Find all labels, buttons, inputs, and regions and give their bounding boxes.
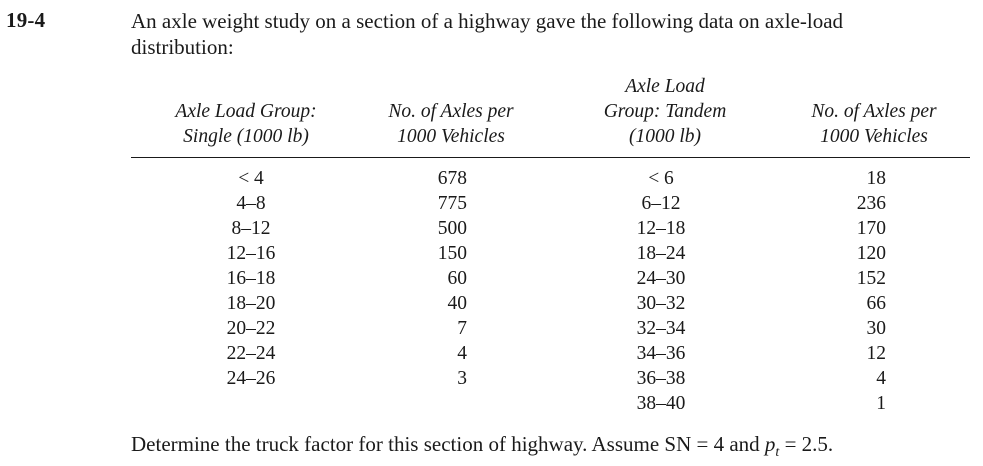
- cell-single-count: 40: [447, 293, 468, 314]
- header-line: Group: Tandem: [603, 101, 727, 122]
- cell-single-group: 16–18: [226, 268, 276, 289]
- cell-single-count: 3: [457, 368, 467, 389]
- cell-tandem-count: 152: [856, 268, 886, 289]
- column-tandem-count: 18 236 170 120 152 66 30 12 4 1: [831, 166, 886, 416]
- axle-load-table: Axle Load Group: Single (1000 lb) No. of…: [131, 72, 970, 414]
- table-header: Axle Load Group: Single (1000 lb) No. of…: [131, 72, 970, 158]
- header-line: No. of Axles per: [388, 101, 514, 122]
- cell-single-group: < 4: [238, 168, 264, 189]
- closing-text: Determine the truck factor for this sect…: [131, 432, 765, 456]
- cell-tandem-group: 30–32: [636, 293, 686, 314]
- cell-tandem-count: 236: [856, 193, 886, 214]
- cell-single-count: 775: [437, 193, 467, 214]
- header-line: 1000 Vehicles: [397, 126, 505, 147]
- cell-tandem-count: 30: [866, 318, 887, 339]
- cell-tandem-group: 6–12: [641, 193, 681, 214]
- cell-single-group: 24–26: [226, 368, 276, 389]
- cell-tandem-count: 12: [866, 343, 887, 364]
- pt-variable: pt: [764, 432, 779, 460]
- header-line: Axle Load: [625, 76, 705, 97]
- problem-number: 19-4: [6, 8, 46, 32]
- header-line: Single (1000 lb): [183, 126, 309, 147]
- cell-single-group: 4–8: [236, 193, 266, 214]
- column-single-group: < 4 4–8 8–12 12–16 16–18 18–20 20–22 22–24 24–26: [193, 166, 309, 391]
- header-single-count: No. of Axles per 1000 Vehicles: [371, 99, 531, 149]
- cell-single-count: 678: [437, 168, 467, 189]
- cell-single-count: 7: [457, 318, 467, 339]
- cell-single-group: 12–16: [226, 243, 276, 264]
- pt-letter: p: [764, 432, 776, 456]
- cell-single-count: 150: [437, 243, 467, 264]
- cell-tandem-group: 36–38: [636, 368, 686, 389]
- cell-tandem-count: 18: [866, 168, 887, 189]
- cell-single-count: 4: [457, 343, 467, 364]
- column-single-count: 678 775 500 150 60 40 7 4 3: [381, 166, 467, 391]
- cell-tandem-count: 120: [856, 243, 886, 264]
- cell-single-count: 500: [437, 218, 467, 239]
- cell-tandem-group: < 6: [648, 168, 674, 189]
- cell-tandem-group: 34–36: [636, 343, 686, 364]
- problem-prompt: An axle weight study on a section of a h…: [131, 8, 981, 60]
- cell-single-group: 8–12: [231, 218, 271, 239]
- cell-tandem-count: 66: [866, 293, 887, 314]
- header-line: Axle Load Group:: [175, 101, 317, 122]
- pt-subscript: t: [775, 445, 780, 461]
- cell-single-group: 18–20: [226, 293, 276, 314]
- problem-closing: Determine the truck factor for this sect…: [131, 431, 833, 466]
- header-tandem-count: No. of Axles per 1000 Vehicles: [789, 99, 959, 149]
- cell-single-count: 60: [447, 268, 468, 289]
- cell-tandem-count: 170: [856, 218, 886, 239]
- prompt-line-2: distribution:: [131, 35, 234, 59]
- cell-tandem-group: 12–18: [636, 218, 686, 239]
- cell-tandem-group: 32–34: [636, 318, 686, 339]
- header-single-group: Axle Load Group: Single (1000 lb): [151, 99, 341, 149]
- cell-tandem-count: 4: [876, 368, 886, 389]
- closing-end: = 2.5.: [779, 432, 834, 456]
- header-rule: [131, 157, 970, 158]
- header-tandem-group: Axle Load Group: Tandem (1000 lb): [583, 74, 747, 149]
- header-line: (1000 lb): [628, 126, 702, 147]
- cell-tandem-group: 38–40: [636, 393, 686, 414]
- cell-tandem-group: 24–30: [636, 268, 686, 289]
- header-line: 1000 Vehicles: [820, 126, 928, 147]
- cell-tandem-group: 18–24: [636, 243, 686, 264]
- prompt-line-1: An axle weight study on a section of a h…: [131, 9, 844, 33]
- cell-single-group: 22–24: [226, 343, 276, 364]
- header-line: No. of Axles per: [811, 101, 937, 122]
- column-tandem-group: < 6 6–12 12–18 18–24 24–30 30–32 32–34 34–36 36–…: [609, 166, 713, 416]
- cell-single-group: 20–22: [226, 318, 276, 339]
- cell-tandem-count: 1: [876, 393, 886, 414]
